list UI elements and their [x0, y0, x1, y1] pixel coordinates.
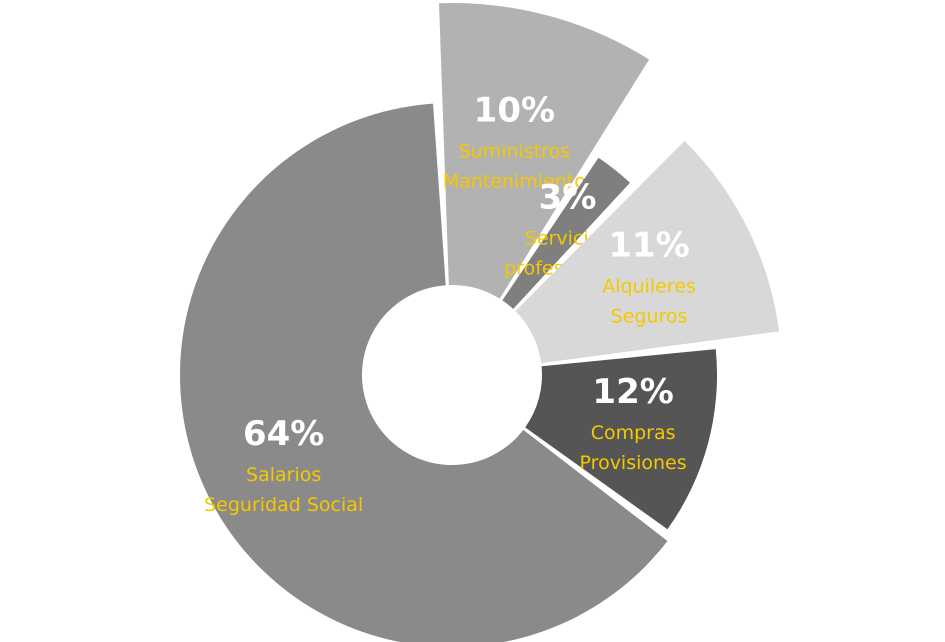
value-label: 64%	[243, 414, 324, 454]
value-label: 3%	[539, 178, 597, 218]
pie-slice	[502, 157, 631, 309]
pie-slice	[525, 349, 717, 530]
slice-label: Compras	[591, 422, 676, 444]
value-label: 12%	[592, 372, 673, 412]
slice-label: Mantenimiento	[443, 171, 586, 193]
slice-label: Suministros	[459, 141, 570, 163]
pie-slice	[180, 103, 668, 642]
slice-label: Salarios	[246, 464, 321, 486]
pie-slice	[515, 140, 780, 364]
slice-label: Seguridad Social	[204, 494, 363, 516]
slice-label: Provisiones	[580, 452, 687, 474]
value-label: 11%	[608, 226, 689, 266]
pie-slice	[439, 3, 650, 299]
slice-label: Seguros	[611, 306, 688, 328]
slice-label: Alquileres	[602, 276, 696, 298]
value-label: 10%	[474, 91, 555, 131]
